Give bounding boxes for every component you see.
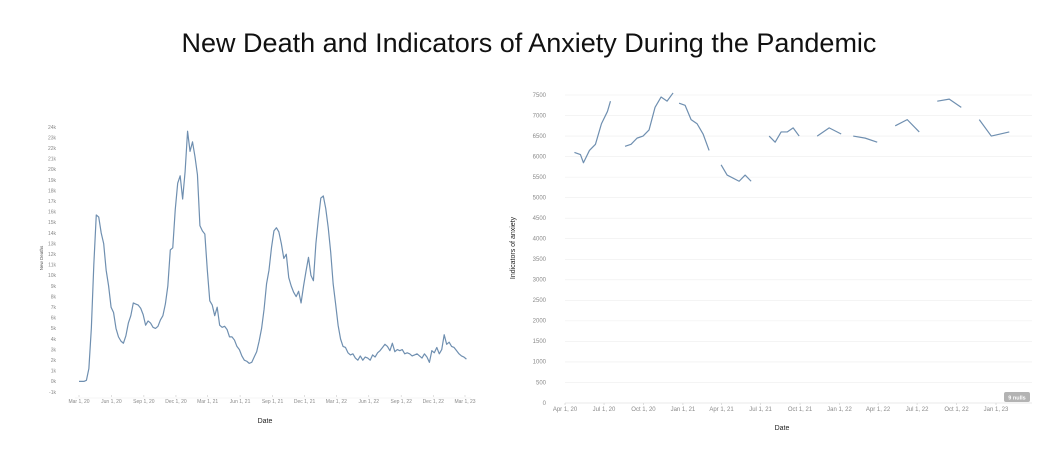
y-tick-label: 24k: [48, 125, 57, 131]
y-tick-label: 17k: [48, 199, 57, 205]
y-tick-label: 3000: [533, 278, 547, 284]
x-tick-label: Jul 1, 21: [749, 407, 772, 413]
x-tick-label: Jan 1, 22: [827, 407, 852, 413]
series-line: [574, 100, 612, 164]
y-tick-label: 12k: [48, 252, 57, 258]
new-deaths-y-axis-title: New Deaths: [39, 245, 44, 270]
new-deaths-x-axis: Mar 1, 20 Jun 1, 20 Sep 1, 20 Dec 1, 20 Mar …: [68, 395, 476, 405]
x-tick-label: Mar 1, 22: [326, 399, 347, 405]
anxiety-y-axis-title: Indicators of anxiety: [510, 216, 517, 279]
y-tick-label: 6500: [533, 134, 547, 140]
series-line: [678, 102, 710, 151]
x-tick-label: Mar 1, 20: [68, 399, 89, 405]
series-line: [720, 164, 752, 182]
y-tick-label: 8k: [51, 294, 57, 300]
y-tick-label: 21k: [48, 157, 57, 163]
y-tick-label: 7k: [51, 305, 57, 311]
series-line: [937, 98, 962, 108]
y-tick-label: 15k: [48, 220, 57, 226]
anxiety-gridlines: [565, 94, 1032, 404]
new-deaths-series: [79, 130, 467, 382]
x-tick-label: Jan 1, 23: [984, 407, 1009, 413]
anxiety-series: [574, 92, 1010, 182]
series-line: [894, 119, 920, 133]
y-tick-label: 2000: [533, 319, 547, 325]
y-tick-label: 6k: [51, 316, 57, 322]
new-deaths-chart: -1k 0k 1k 2k 3k 4k 5k 6k 7k 8k 9k 10k 11k 12k 13k 14k 15…: [39, 125, 476, 425]
x-tick-label: Jun 1, 20: [101, 399, 122, 405]
x-tick-label: Sep 1, 20: [133, 399, 155, 405]
series-line: [768, 127, 800, 143]
x-tick-label: Apr 1, 21: [709, 407, 734, 413]
new-deaths-x-axis-title: Date: [258, 418, 273, 425]
y-tick-label: 11k: [48, 263, 56, 269]
series-line: [816, 127, 842, 137]
nulls-badge[interactable]: 9 nulls: [1004, 392, 1030, 402]
x-tick-label: Dec 1, 20: [165, 399, 187, 405]
page-title: New Death and Indicators of Anxiety Duri…: [181, 28, 877, 58]
x-tick-label: Oct 1, 21: [788, 407, 813, 413]
new-deaths-y-axis: -1k 0k 1k 2k 3k 4k 5k 6k 7k 8k 9k 10k 11k 12k 13k 14k 15…: [48, 125, 57, 396]
y-tick-label: 7000: [533, 113, 547, 119]
x-tick-label: Jul 1, 20: [593, 407, 616, 413]
anxiety-x-axis-title: Date: [775, 425, 790, 432]
y-tick-label: 1500: [533, 339, 547, 345]
anxiety-y-axis: 0 500 1000 1500 2000 2500 3000 3500 4000 4500 5000…: [533, 93, 547, 407]
x-tick-label: Oct 1, 22: [944, 407, 969, 413]
x-tick-label: Jul 1, 22: [906, 407, 929, 413]
y-tick-label: 5000: [533, 195, 547, 201]
y-tick-label: 500: [536, 380, 547, 386]
y-tick-label: 0: [543, 401, 547, 407]
y-tick-label: 6000: [533, 154, 547, 160]
x-tick-label: Mar 1, 21: [197, 399, 218, 405]
y-tick-label: 5k: [51, 326, 57, 332]
nulls-badge-label: 9 nulls: [1008, 396, 1025, 402]
x-tick-label: Apr 1, 20: [553, 407, 578, 413]
x-tick-label: Mar 1, 23: [454, 399, 475, 405]
series-line: [624, 92, 674, 147]
y-tick-label: 1000: [533, 360, 547, 366]
y-tick-label: 4000: [533, 237, 547, 243]
y-tick-label: -1k: [49, 390, 56, 396]
y-tick-label: 14k: [48, 231, 57, 237]
y-tick-label: 16k: [48, 210, 57, 216]
y-tick-label: 23k: [48, 135, 57, 141]
y-tick-label: 2k: [51, 358, 57, 364]
x-tick-label: Sep 1, 21: [262, 399, 284, 405]
series-line: [978, 119, 1010, 137]
y-tick-label: 10k: [48, 273, 57, 279]
y-tick-label: 22k: [48, 146, 57, 152]
anxiety-x-axis: Apr 1, 20 Jul 1, 20 Oct 1, 20 Jan 1, 21 Apr …: [553, 403, 1009, 413]
x-tick-label: Apr 1, 22: [866, 407, 891, 413]
y-tick-label: 0k: [51, 379, 57, 385]
y-tick-label: 19k: [48, 178, 57, 184]
x-tick-label: Oct 1, 20: [631, 407, 656, 413]
series-line: [79, 130, 467, 382]
y-tick-label: 7500: [533, 93, 547, 99]
x-tick-label: Jan 1, 21: [671, 407, 696, 413]
y-tick-label: 18k: [48, 188, 57, 194]
x-tick-label: Dec 1, 22: [423, 399, 445, 405]
y-tick-label: 3500: [533, 257, 547, 263]
x-tick-label: Jun 1, 22: [358, 399, 379, 405]
y-tick-label: 3k: [51, 347, 57, 353]
y-tick-label: 4500: [533, 216, 547, 222]
x-tick-label: Sep 1, 22: [390, 399, 412, 405]
series-line: [853, 135, 878, 143]
y-tick-label: 2500: [533, 298, 547, 304]
y-tick-label: 1k: [51, 369, 57, 375]
y-tick-label: 4k: [51, 337, 57, 343]
y-tick-label: 20k: [48, 167, 57, 173]
x-tick-label: Jun 1, 21: [230, 399, 251, 405]
y-tick-label: 13k: [48, 241, 57, 247]
y-tick-label: 9k: [51, 284, 57, 290]
x-tick-label: Dec 1, 21: [294, 399, 316, 405]
y-tick-label: 5500: [533, 175, 547, 181]
